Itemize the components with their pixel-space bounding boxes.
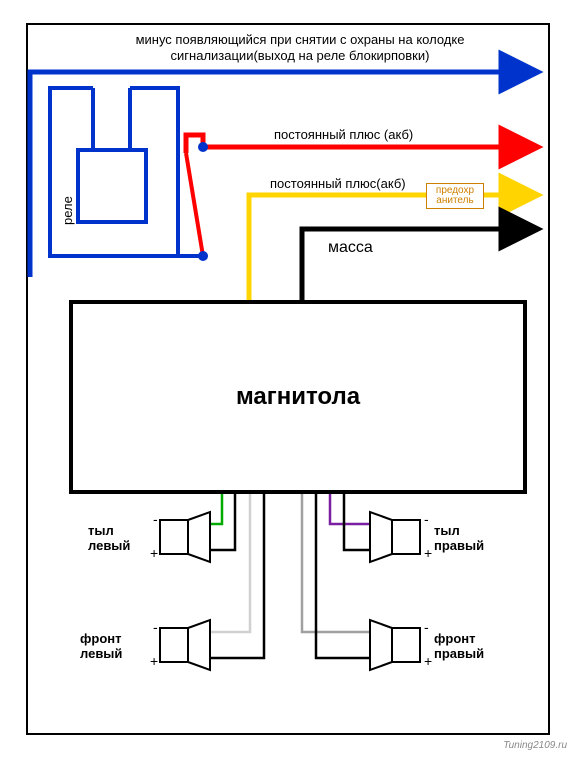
svg-text:-: - bbox=[153, 619, 158, 635]
rear-right-label: тылправый bbox=[434, 524, 484, 554]
svg-text:+: + bbox=[150, 653, 158, 669]
wire-blue-main bbox=[30, 72, 503, 277]
switch-top-node bbox=[198, 142, 208, 152]
svg-text:-: - bbox=[424, 619, 429, 635]
diagram-page: - + - + - + - + предохр анитель минус по… bbox=[0, 0, 575, 757]
main-unit-box: магнитола bbox=[69, 300, 527, 494]
speaker-front-left bbox=[160, 620, 210, 670]
wire-blue-relay-frame bbox=[50, 88, 178, 256]
fuse-text-2: анитель bbox=[436, 195, 473, 206]
front-left-label: фронтлевый bbox=[80, 632, 122, 662]
svg-text:-: - bbox=[424, 511, 429, 527]
switch-bot-node bbox=[198, 251, 208, 261]
front-right-label: фронтправый bbox=[434, 632, 484, 662]
speaker-front-right bbox=[370, 620, 420, 670]
relay-body bbox=[78, 150, 146, 222]
wire-yellow bbox=[249, 195, 503, 300]
const-plus-2: постоянный плюс(акб) bbox=[270, 176, 406, 192]
svg-text:+: + bbox=[424, 653, 432, 669]
fuse-box: предохр анитель bbox=[426, 183, 484, 209]
svg-text:-: - bbox=[153, 511, 158, 527]
relay-label: реле bbox=[60, 196, 76, 225]
top-note-2: сигнализации(выход на реле блокирповки) bbox=[130, 48, 470, 64]
ground-label: масса bbox=[328, 238, 373, 257]
main-unit-label: магнитола bbox=[236, 383, 360, 412]
const-plus-1: постоянный плюс (акб) bbox=[274, 127, 413, 143]
wire-fr-minus bbox=[302, 486, 370, 632]
speaker-rear-left bbox=[160, 512, 210, 562]
wire-rr-plus bbox=[344, 486, 370, 550]
switch-blade bbox=[186, 153, 203, 256]
rear-left-label: тыллевый bbox=[88, 524, 130, 554]
wire-fl-minus bbox=[209, 486, 250, 632]
svg-text:+: + bbox=[424, 545, 432, 561]
top-note-1: минус появляющийся при снятии с охраны н… bbox=[110, 32, 490, 48]
speaker-rear-right bbox=[370, 512, 420, 562]
watermark: Tuning2109.ru bbox=[503, 740, 567, 751]
svg-text:+: + bbox=[150, 545, 158, 561]
